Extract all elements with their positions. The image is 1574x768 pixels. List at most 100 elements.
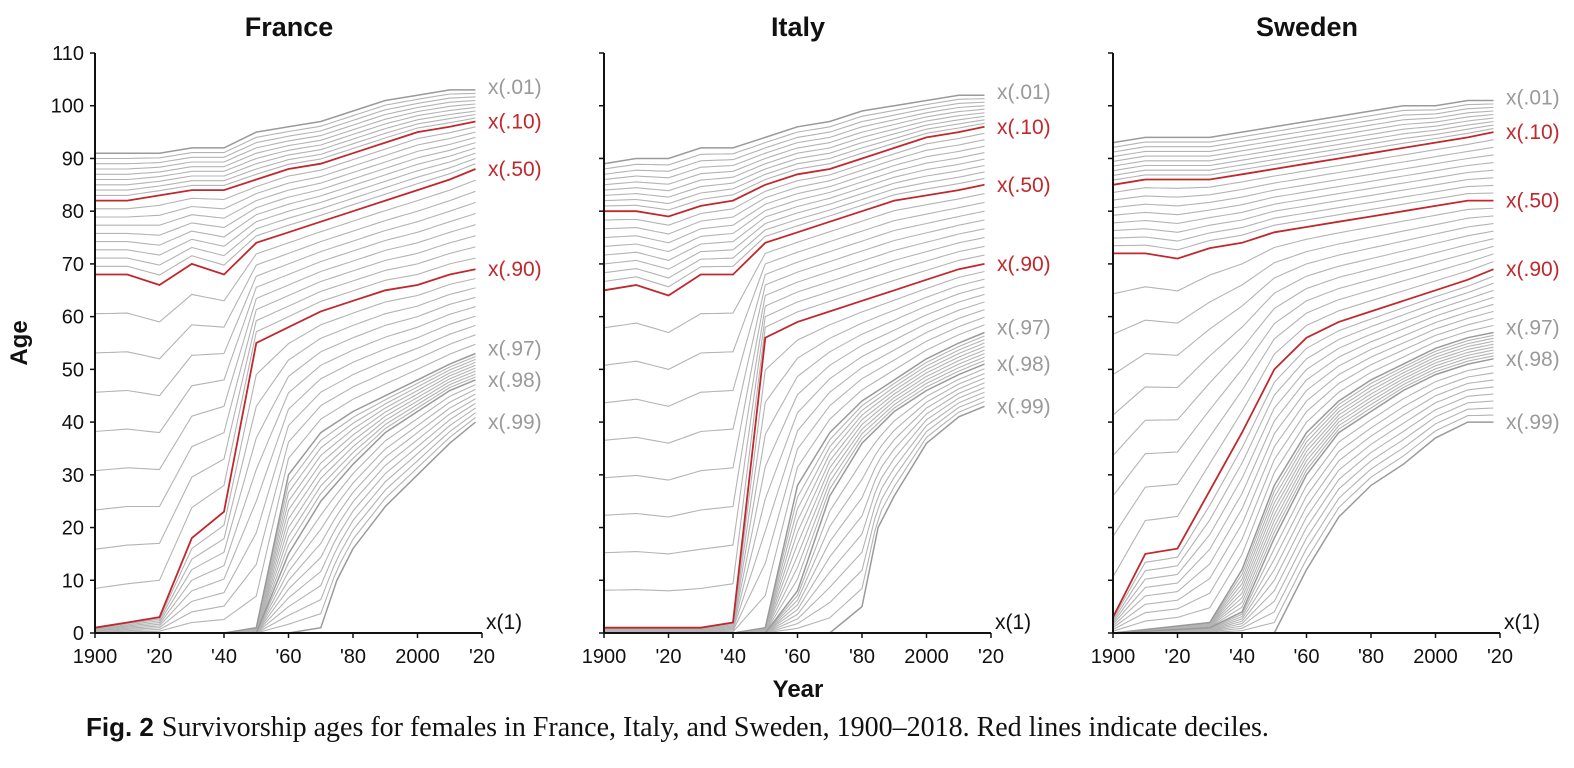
background-survivorship-line bbox=[604, 391, 985, 634]
background-survivorship-line bbox=[1112, 289, 1494, 623]
y-tick-label: 80 bbox=[62, 201, 84, 223]
series-label: x(.90) bbox=[997, 253, 1051, 276]
background-survivorship-line bbox=[95, 103, 476, 175]
x-tick-label: 1900 bbox=[1091, 646, 1136, 668]
series-line-x90 bbox=[1112, 268, 1494, 618]
background-survivorship-line bbox=[604, 316, 985, 633]
background-survivorship-line bbox=[604, 278, 985, 630]
background-survivorship-line bbox=[94, 212, 476, 434]
background-lines bbox=[94, 92, 1494, 634]
background-survivorship-line bbox=[94, 201, 476, 397]
background-survivorship-line bbox=[604, 286, 985, 631]
series-line-x99 bbox=[95, 421, 476, 634]
series-line-x10 bbox=[604, 125, 985, 218]
x-tick-label: 2000 bbox=[395, 646, 440, 668]
background-survivorship-line bbox=[603, 193, 985, 334]
x-axis-title: Year bbox=[773, 676, 824, 703]
series-label: x(.50) bbox=[1506, 190, 1560, 213]
series-label: x(.97) bbox=[1506, 316, 1560, 339]
background-survivorship-line bbox=[603, 152, 985, 253]
background-survivorship-line bbox=[604, 301, 985, 632]
y-tick-label: 10 bbox=[62, 570, 84, 592]
background-survivorship-line bbox=[1112, 355, 1494, 634]
background-survivorship-line bbox=[603, 119, 985, 205]
background-survivorship-line bbox=[94, 343, 476, 633]
background-survivorship-line bbox=[94, 324, 476, 632]
y-tick-label: 40 bbox=[62, 412, 84, 434]
x-tick-label: '40 bbox=[211, 646, 237, 668]
background-survivorship-line bbox=[1112, 275, 1494, 620]
series-label: x(.50) bbox=[488, 158, 542, 181]
series-line-x99 bbox=[1113, 421, 1494, 634]
background-survivorship-line bbox=[1112, 207, 1494, 295]
series-line-x90 bbox=[94, 268, 476, 629]
background-survivorship-line bbox=[95, 355, 476, 634]
background-survivorship-line bbox=[95, 110, 476, 186]
x-tick-label: '80 bbox=[1358, 646, 1384, 668]
background-survivorship-line bbox=[94, 257, 476, 590]
caption-text: Survivorship ages for females in France,… bbox=[161, 712, 1269, 743]
background-survivorship-line bbox=[1112, 117, 1494, 167]
background-survivorship-line bbox=[604, 401, 985, 634]
background-survivorship-line bbox=[603, 108, 985, 186]
series-line-x97 bbox=[95, 352, 476, 634]
background-survivorship-line bbox=[95, 131, 476, 218]
y-tick-label: 90 bbox=[62, 148, 84, 170]
series-label: x(.99) bbox=[488, 411, 542, 434]
x-tick-label: '20 bbox=[978, 646, 1004, 668]
x-tick-label: '20 bbox=[1164, 646, 1190, 668]
series-line-x01 bbox=[95, 89, 476, 154]
background-survivorship-line bbox=[603, 201, 985, 370]
background-survivorship-line bbox=[604, 293, 985, 631]
series-label: x(.99) bbox=[1506, 411, 1560, 434]
background-survivorship-line bbox=[603, 98, 985, 170]
background-survivorship-line bbox=[1112, 238, 1494, 456]
series-line-x97 bbox=[604, 331, 985, 634]
background-survivorship-line bbox=[603, 105, 985, 181]
background-survivorship-line bbox=[94, 224, 476, 472]
series-label: x(.90) bbox=[488, 258, 542, 281]
series-label: x(.90) bbox=[1506, 258, 1560, 281]
axes bbox=[90, 52, 1501, 638]
background-survivorship-line bbox=[1112, 334, 1494, 634]
background-survivorship-line bbox=[1112, 310, 1494, 629]
background-survivorship-line bbox=[95, 152, 476, 256]
panel-title: France bbox=[245, 12, 334, 42]
background-survivorship-line bbox=[1112, 296, 1494, 625]
background-survivorship-line bbox=[1112, 215, 1494, 335]
background-survivorship-line bbox=[1112, 379, 1494, 634]
background-survivorship-line bbox=[603, 219, 985, 444]
background-survivorship-line bbox=[95, 92, 476, 160]
series-label: x(1) bbox=[486, 611, 522, 634]
background-survivorship-line bbox=[95, 126, 476, 210]
x-tick-label: '20 bbox=[655, 646, 681, 668]
background-survivorship-line bbox=[1112, 253, 1494, 537]
series-line-x50 bbox=[603, 183, 985, 297]
background-survivorship-line bbox=[1112, 230, 1494, 416]
series-line-x99 bbox=[604, 405, 985, 634]
x-tick-label: '80 bbox=[849, 646, 875, 668]
series-label: x(.01) bbox=[488, 76, 542, 99]
background-survivorship-line bbox=[1112, 192, 1494, 251]
background-survivorship-line bbox=[1112, 324, 1494, 632]
background-survivorship-line bbox=[94, 287, 476, 630]
background-survivorship-line bbox=[603, 132, 985, 226]
background-survivorship-line bbox=[1112, 177, 1494, 233]
background-survivorship-line bbox=[604, 335, 985, 634]
series-line-x98 bbox=[604, 363, 985, 634]
y-axis-title: Age bbox=[6, 320, 33, 365]
background-survivorship-line bbox=[603, 115, 985, 198]
background-survivorship-line bbox=[94, 179, 476, 323]
x-tick-label: '20 bbox=[469, 646, 495, 668]
series-label: x(.50) bbox=[997, 174, 1051, 197]
background-survivorship-line bbox=[603, 177, 985, 288]
y-tick-label: 60 bbox=[62, 307, 84, 329]
series-line-x01 bbox=[1112, 99, 1494, 144]
background-survivorship-line bbox=[603, 139, 985, 235]
y-tick-label: 70 bbox=[62, 254, 84, 276]
background-survivorship-line bbox=[603, 245, 985, 555]
series-line-x98 bbox=[1112, 358, 1494, 634]
x-tick-label: '60 bbox=[275, 646, 301, 668]
series-label: x(.10) bbox=[997, 116, 1051, 139]
